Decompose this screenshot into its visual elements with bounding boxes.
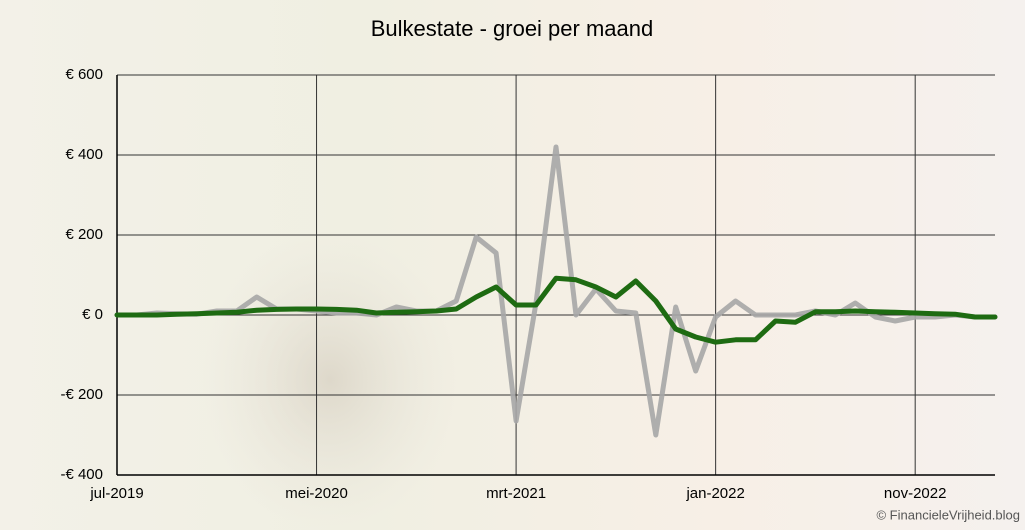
y-tick-label: € 200 — [65, 226, 103, 243]
y-tick-label: -€ 200 — [60, 386, 103, 403]
x-tick-label: mei-2020 — [285, 485, 348, 502]
x-tick-label: jul-2019 — [89, 485, 143, 502]
y-tick-label: € 600 — [65, 66, 103, 83]
x-tick-label: jan-2022 — [685, 485, 744, 502]
x-tick-label: nov-2022 — [884, 485, 947, 502]
series-line — [114, 275, 998, 345]
y-tick-label: -€ 400 — [60, 466, 103, 483]
series-line — [114, 144, 998, 438]
copyright: © FinancieleVrijheid.blog — [876, 507, 1020, 522]
x-tick-label: mrt-2021 — [486, 485, 546, 502]
y-tick-label: € 400 — [65, 146, 103, 163]
y-tick-label: € 0 — [82, 306, 103, 323]
chart-title: Bulkestate - groei per maand — [371, 16, 654, 41]
